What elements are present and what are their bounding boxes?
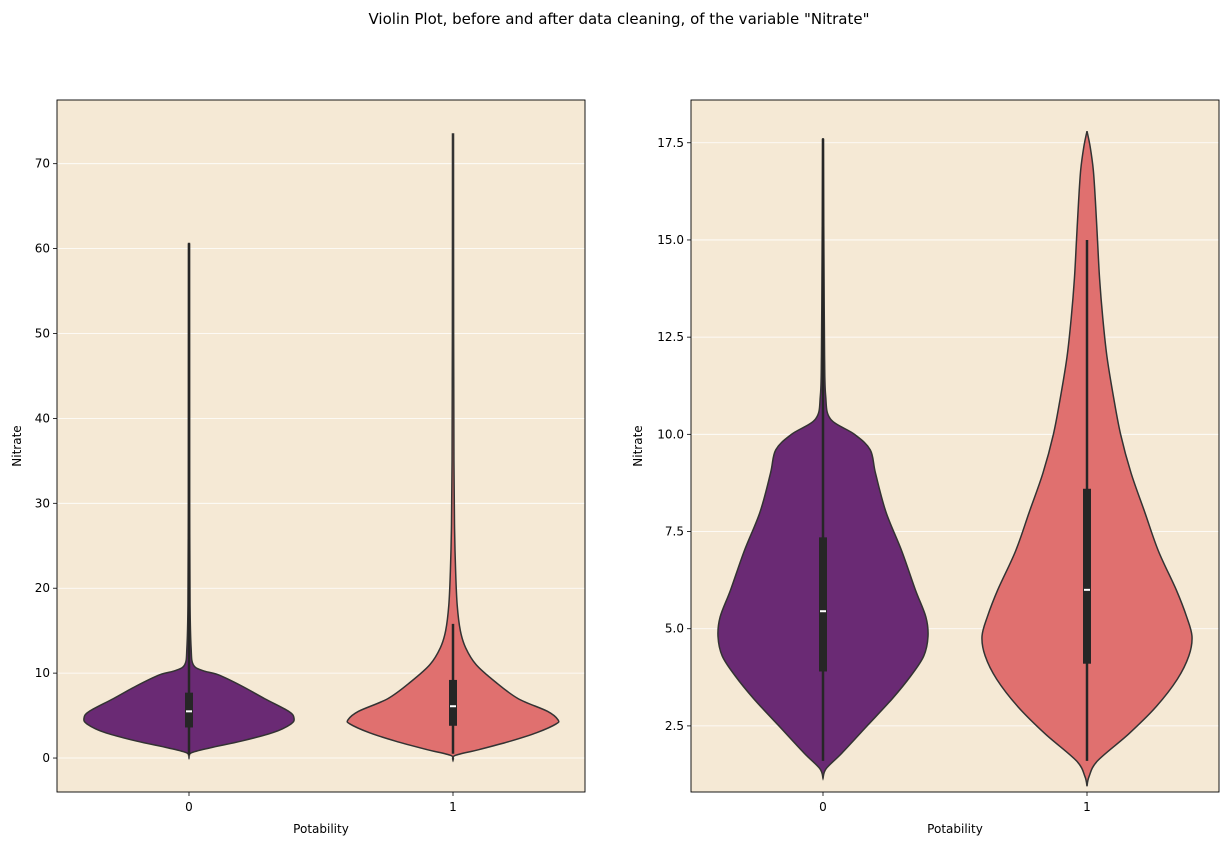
y-tick-label: 17.5 <box>657 136 684 150</box>
y-axis-label: Nitrate <box>10 425 24 466</box>
iqr-box-1 <box>449 679 457 726</box>
iqr-box-0 <box>819 537 827 672</box>
y-axis-label: Nitrate <box>631 425 645 466</box>
y-tick-label: 10 <box>35 666 50 680</box>
x-tick-label: 0 <box>819 800 827 814</box>
figure-title: Violin Plot, before and after data clean… <box>368 10 869 28</box>
y-tick-label: 2.5 <box>665 719 684 733</box>
iqr-box-1 <box>1083 488 1091 664</box>
axes-frame <box>690 99 1220 793</box>
y-tick-label: 10.0 <box>657 427 684 441</box>
y-tick-label: 0 <box>42 751 50 765</box>
violin-1 <box>346 133 560 763</box>
y-tick-label: 30 <box>35 496 50 510</box>
y-tick-label: 12.5 <box>657 330 684 344</box>
iqr-box-0 <box>185 692 193 728</box>
plot-area <box>57 100 585 792</box>
x-tick-label: 0 <box>185 800 193 814</box>
panel-1: 0 10 20 30 40 50 60 70 0 1 Potability Nitrate <box>10 99 586 836</box>
y-tick-label: 15.0 <box>657 233 684 247</box>
y-tick-label: 40 <box>35 411 50 425</box>
y-tick-label: 5.0 <box>665 622 684 636</box>
y-tick-label: 20 <box>35 581 50 595</box>
panel-2: 2.5 5.0 7.5 10.0 12.5 15.0 17.5 0 1 Potability Nit… <box>631 99 1220 836</box>
axes-frame <box>56 99 586 793</box>
y-tick-label: 60 <box>35 242 50 256</box>
x-axis-label: Potability <box>927 822 983 836</box>
y-tick-label: 50 <box>35 326 50 340</box>
y-tick-label: 70 <box>35 157 50 171</box>
x-axis-label: Potability <box>293 822 349 836</box>
y-tick-label: 7.5 <box>665 525 684 539</box>
x-tick-label: 1 <box>449 800 457 814</box>
x-tick-label: 1 <box>1083 800 1091 814</box>
